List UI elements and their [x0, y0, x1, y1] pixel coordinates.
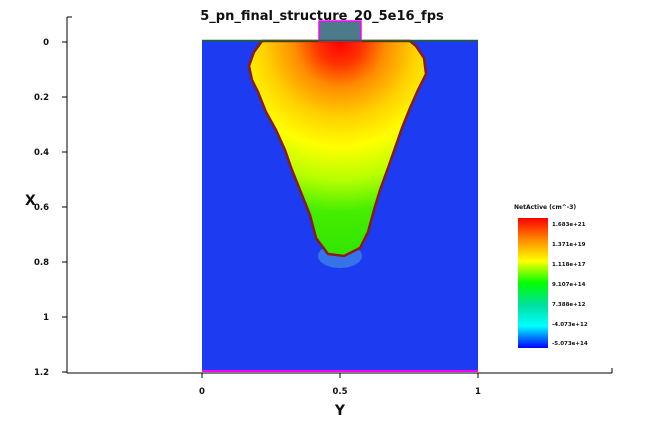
legend-label: -4.073e+12: [552, 322, 588, 328]
y-tick-label: 0: [199, 387, 205, 397]
y-axis-label: Y: [334, 403, 346, 419]
plot-title: 5_pn_final_structure_20_5e16_fps: [200, 9, 444, 24]
x-tick-label: 0.8: [34, 258, 49, 268]
legend-label: -5.073e+14: [552, 341, 588, 347]
y-tick-label: 0.5: [332, 387, 347, 397]
x-axis-label: X: [25, 193, 36, 209]
top-contact: [318, 20, 362, 42]
doped-region: [247, 39, 428, 258]
legend-title: NetActive (cm^-3): [514, 204, 576, 211]
x-tick-label: 0.6: [34, 203, 49, 213]
legend-label: 9.107e+14: [552, 282, 586, 288]
x-tick-label: 0: [43, 38, 49, 48]
x-tick-label: 0.2: [34, 93, 49, 103]
legend-label: 1.371e+19: [552, 242, 586, 248]
colorbar: [518, 218, 548, 348]
x-tick-label: 1.2: [34, 368, 49, 378]
legend-label: 1.683e+21: [552, 222, 586, 228]
legend-label: 7.388e+12: [552, 302, 586, 308]
colorbar-legend: NetActive (cm^-3) 1.683e+21 1.371e+19 1.…: [514, 204, 588, 348]
y-axis: 0 0.5 1 Y: [199, 373, 481, 419]
y-tick-label: 1: [475, 387, 481, 397]
legend-label: 1.118e+17: [552, 262, 586, 268]
x-tick-label: 1: [43, 313, 49, 323]
x-tick-label: 0.4: [34, 148, 49, 158]
